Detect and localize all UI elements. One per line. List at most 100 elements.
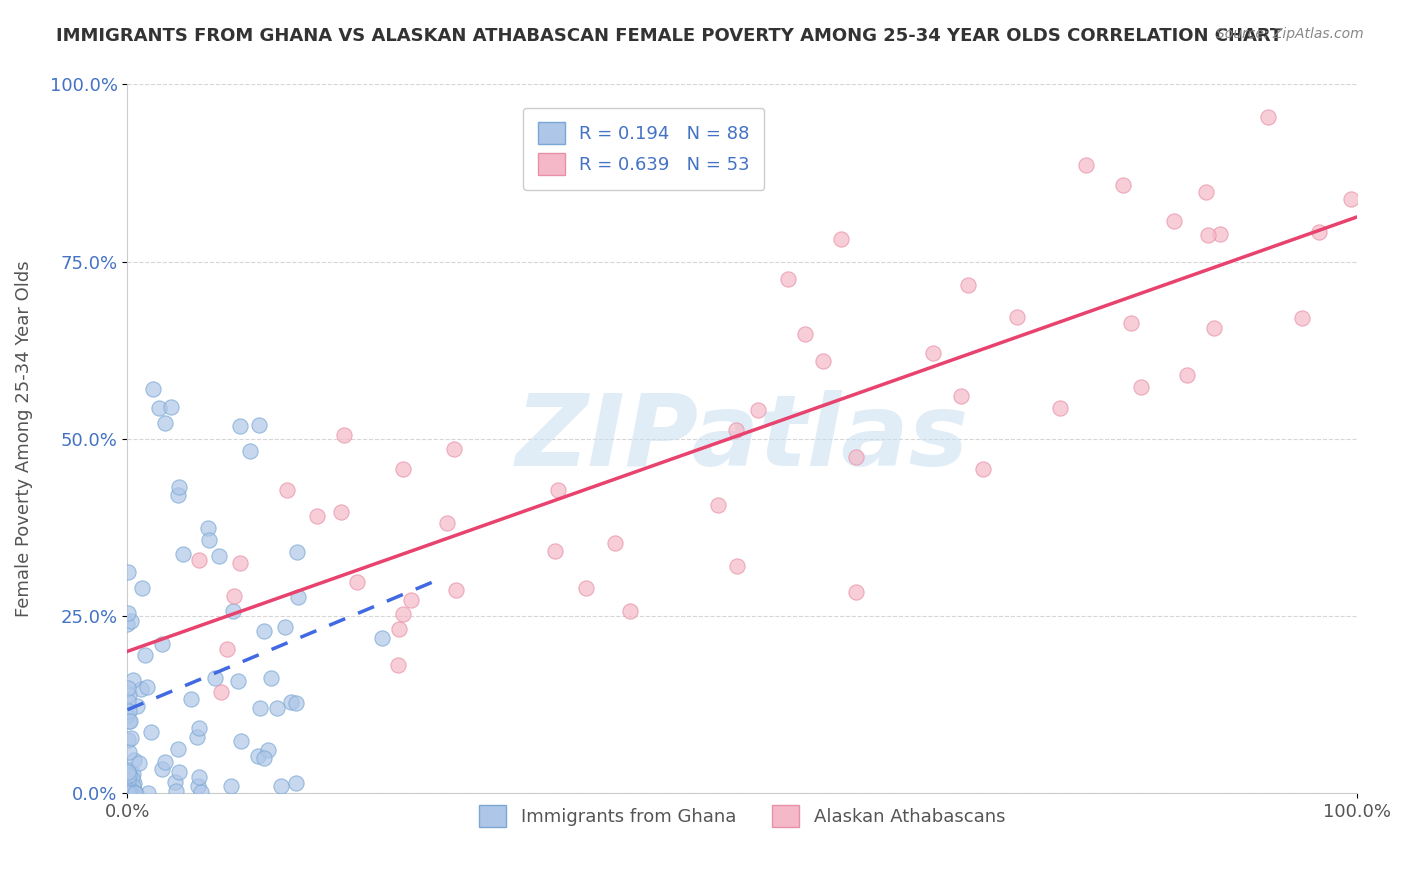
Alaskan Athabascans — [305, 509, 328, 524]
Alaskan Athabascans — [1308, 225, 1330, 239]
Immigrants from Ghana — [117, 785, 139, 799]
Text: Source: ZipAtlas.com: Source: ZipAtlas.com — [1216, 27, 1364, 41]
Alaskan Athabascans — [1130, 380, 1153, 394]
Immigrants from Ghana — [172, 547, 194, 561]
Immigrants from Ghana — [226, 674, 249, 689]
Immigrants from Ghana — [260, 671, 283, 685]
Alaskan Athabascans — [330, 505, 353, 519]
Immigrants from Ghana — [229, 418, 252, 433]
Alaskan Athabascans — [436, 516, 458, 530]
Alaskan Athabascans — [725, 423, 748, 437]
Immigrants from Ghana — [117, 617, 139, 632]
Immigrants from Ghana — [124, 776, 146, 790]
Immigrants from Ghana — [128, 756, 150, 770]
Text: IMMIGRANTS FROM GHANA VS ALASKAN ATHABASCAN FEMALE POVERTY AMONG 25-34 YEAR OLDS: IMMIGRANTS FROM GHANA VS ALASKAN ATHABAS… — [56, 27, 1282, 45]
Immigrants from Ghana — [129, 681, 152, 696]
Immigrants from Ghana — [187, 770, 209, 784]
Immigrants from Ghana — [249, 701, 271, 715]
Immigrants from Ghana — [371, 631, 394, 645]
Alaskan Athabascans — [1119, 317, 1142, 331]
Immigrants from Ghana — [274, 619, 297, 633]
Immigrants from Ghana — [118, 705, 141, 719]
Immigrants from Ghana — [121, 771, 143, 785]
Immigrants from Ghana — [120, 614, 142, 628]
Alaskan Athabascans — [1177, 368, 1199, 383]
Immigrants from Ghana — [117, 606, 139, 620]
Immigrants from Ghana — [188, 721, 211, 735]
Immigrants from Ghana — [285, 696, 308, 710]
Immigrants from Ghana — [221, 779, 243, 793]
Alaskan Athabascans — [972, 462, 994, 476]
Immigrants from Ghana — [280, 695, 302, 709]
Alaskan Athabascans — [399, 593, 422, 607]
Alaskan Athabascans — [209, 685, 232, 699]
Alaskan Athabascans — [603, 536, 626, 550]
Immigrants from Ghana — [208, 549, 231, 564]
Immigrants from Ghana — [118, 782, 141, 797]
Immigrants from Ghana — [253, 751, 276, 765]
Immigrants from Ghana — [197, 533, 219, 547]
Alaskan Athabascans — [922, 346, 945, 360]
Immigrants from Ghana — [142, 382, 165, 396]
Immigrants from Ghana — [197, 521, 219, 535]
Immigrants from Ghana — [167, 764, 190, 779]
Immigrants from Ghana — [256, 743, 278, 757]
Alaskan Athabascans — [392, 462, 415, 476]
Alaskan Athabascans — [1049, 401, 1071, 415]
Immigrants from Ghana — [124, 786, 146, 800]
Alaskan Athabascans — [811, 354, 834, 368]
Immigrants from Ghana — [117, 785, 139, 799]
Immigrants from Ghana — [247, 417, 270, 432]
Immigrants from Ghana — [120, 786, 142, 800]
Alaskan Athabascans — [950, 389, 973, 403]
Alaskan Athabascans — [725, 559, 748, 574]
Alaskan Athabascans — [1195, 185, 1218, 199]
Alaskan Athabascans — [1197, 228, 1219, 243]
Immigrants from Ghana — [122, 780, 145, 794]
Alaskan Athabascans — [387, 622, 409, 636]
Immigrants from Ghana — [117, 773, 139, 788]
Immigrants from Ghana — [117, 708, 139, 723]
Immigrants from Ghana — [117, 688, 139, 702]
Alaskan Athabascans — [443, 442, 465, 456]
Alaskan Athabascans — [707, 499, 730, 513]
Alaskan Athabascans — [544, 544, 567, 558]
Immigrants from Ghana — [204, 671, 226, 685]
Immigrants from Ghana — [117, 566, 139, 580]
Alaskan Athabascans — [956, 277, 979, 292]
Immigrants from Ghana — [231, 734, 253, 748]
Immigrants from Ghana — [117, 783, 139, 797]
Immigrants from Ghana — [222, 604, 245, 618]
Immigrants from Ghana — [153, 755, 176, 769]
Immigrants from Ghana — [253, 624, 276, 638]
Immigrants from Ghana — [165, 783, 187, 797]
Immigrants from Ghana — [122, 673, 145, 687]
Immigrants from Ghana — [190, 785, 212, 799]
Immigrants from Ghana — [134, 648, 156, 662]
Alaskan Athabascans — [1112, 178, 1135, 192]
Immigrants from Ghana — [155, 416, 177, 430]
Immigrants from Ghana — [239, 443, 262, 458]
Immigrants from Ghana — [148, 401, 170, 416]
Immigrants from Ghana — [117, 694, 139, 708]
Alaskan Athabascans — [619, 604, 641, 618]
Immigrants from Ghana — [117, 786, 139, 800]
Alaskan Athabascans — [1074, 158, 1097, 172]
Alaskan Athabascans — [276, 483, 298, 497]
Immigrants from Ghana — [117, 681, 139, 695]
Immigrants from Ghana — [124, 786, 146, 800]
Immigrants from Ghana — [117, 732, 139, 747]
Y-axis label: Female Poverty Among 25-34 Year Olds: Female Poverty Among 25-34 Year Olds — [15, 260, 32, 617]
Immigrants from Ghana — [180, 692, 202, 706]
Alaskan Athabascans — [1291, 310, 1313, 325]
Alaskan Athabascans — [1257, 110, 1279, 124]
Legend: Immigrants from Ghana, Alaskan Athabascans: Immigrants from Ghana, Alaskan Athabasca… — [472, 797, 1012, 834]
Immigrants from Ghana — [127, 698, 149, 713]
Immigrants from Ghana — [136, 680, 159, 694]
Immigrants from Ghana — [187, 779, 209, 793]
Immigrants from Ghana — [285, 545, 308, 559]
Alaskan Athabascans — [224, 590, 246, 604]
Immigrants from Ghana — [120, 714, 142, 728]
Immigrants from Ghana — [117, 764, 139, 778]
Alaskan Athabascans — [391, 607, 413, 622]
